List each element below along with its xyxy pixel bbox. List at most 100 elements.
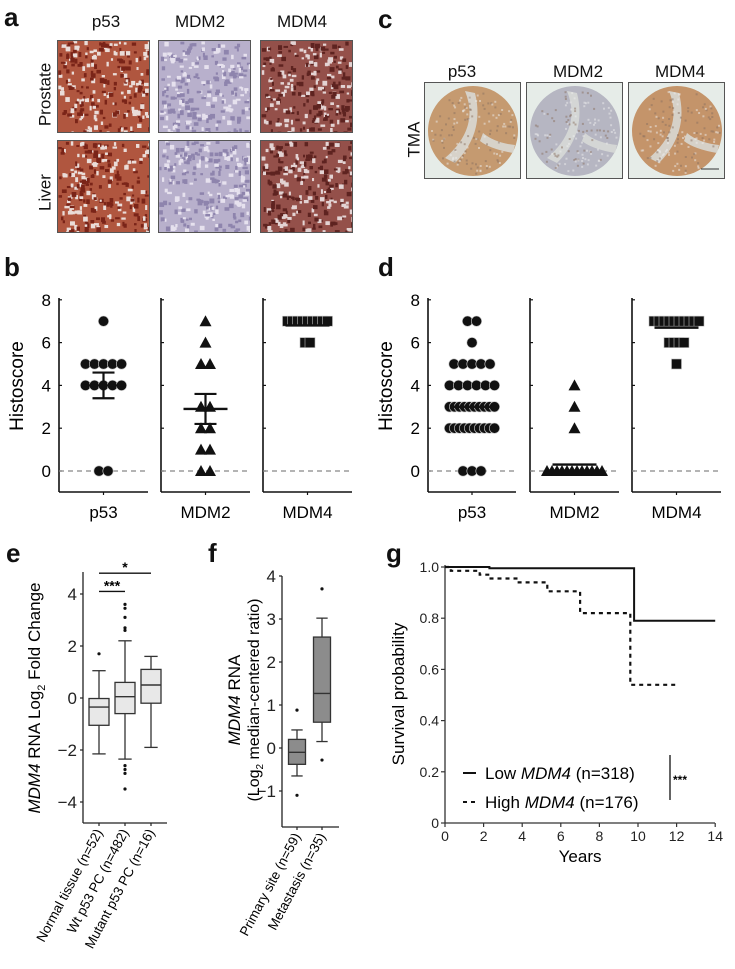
outlier-point [320,758,324,762]
chart-panel-g: 0 0.2 0.4 0.6 0.8 1.0 0 2 4 6 8 10 12 14 Years Survival… [389,559,723,866]
y-tick-label: 4 [68,585,77,604]
y-axis-label: Survival probability [389,622,408,765]
legend-label: Low MDM4 (n=318) [485,764,635,783]
data-point-circle [116,358,128,370]
x-tick-label: 10 [630,828,646,844]
y-tick-label: −1 [257,782,276,801]
outlier-point [123,787,127,791]
data-point-circle [98,315,110,327]
data-point-square [671,358,682,370]
panel-c-col-mdm4: MDM4 [654,62,706,81]
x-category-label: MDM4 [651,503,701,522]
outlier-point [320,587,324,591]
significance-label: *** [673,773,687,787]
y-tick-label: 0 [68,689,77,708]
y-tick-label: 0 [431,815,439,831]
data-point-triangle [568,400,581,412]
y-tick-label: 2 [267,653,276,672]
x-category-label: p53 [89,503,117,522]
data-point-triangle [195,443,207,455]
data-point-triangle [195,465,207,476]
box [88,697,110,726]
x-tick-label: 2 [480,828,488,844]
y-tick-label: 2 [68,637,77,656]
panel-letter-g: g [386,538,402,568]
y-tick-label: 0 [411,462,420,481]
significance-label: *** [104,577,121,593]
outlier-point [97,652,101,656]
y-tick-label: 8 [411,291,420,310]
ihc-image-liver-mdm4 [260,140,353,233]
x-tick-label: 0 [441,828,449,844]
panel-letter-a: a [4,2,19,32]
tma-core-image-p53 [424,82,521,179]
y-axis-label: MDM4 RNA Log2 Fold Change [25,582,48,813]
data-point-triangle [568,379,581,391]
x-tick-label: 8 [596,828,604,844]
box [114,681,136,715]
outlier-point [295,793,299,797]
y-tick-label: 6 [42,334,51,353]
data-point-triangle [568,422,581,434]
y-tick-label: 4 [42,376,51,395]
y-tick-label: 6 [411,334,420,353]
x-tick-label: 4 [518,828,526,844]
box [312,636,332,723]
box [140,668,162,704]
panel-letter-f: f [208,538,217,568]
data-point-square [693,315,705,327]
y-axis-label: Histoscore [376,341,397,431]
y-tick-label: 0 [267,739,276,758]
outlier-point [123,615,127,620]
y-axis-label-line2: (Log2 median-centered ratio) [246,598,266,801]
y-tick-label: −4 [58,793,77,812]
panel-a-col-p53: p53 [91,12,121,31]
panel-c-col-mdm2: MDM2 [552,62,604,81]
y-tick-label: 0.2 [420,764,440,780]
outlier-point [123,771,127,776]
chart-panel-d: Histoscore 0 2 4 6 8 p53 MDM2 MDM4 [376,291,721,522]
y-axis-label-line1: MDM4 RNA [225,654,244,745]
data-point-circle [470,315,482,327]
data-point-triangle [199,336,212,348]
subplot-mdm2: MDM2 [160,298,250,522]
outlier-point [123,606,127,610]
panel-f-y-axis-label: MDM4 RNA(Log2 median-centered ratio) [225,598,266,801]
panel-letter-d: d [378,252,394,282]
data-point-circle [475,465,487,477]
panel-a-col-mdm2: MDM2 [174,12,226,31]
data-point-triangle [195,358,207,369]
outlier-point [295,708,299,712]
data-point-square [304,337,316,348]
data-point-circle [488,379,500,391]
y-tick-label: −2 [58,741,77,760]
y-tick-label: 2 [411,419,420,438]
ihc-image-liver-mdm2 [158,140,251,233]
data-point-triangle [204,422,216,434]
outlier-point [123,602,127,607]
subplot-p53: p53 [427,298,516,522]
y-tick-label: 4 [411,376,420,395]
x-category-label: MDM4 [282,503,332,522]
data-point-circle [488,422,500,434]
panel-a-col-mdm4: MDM4 [276,12,328,31]
panel-letter-c: c [378,4,393,34]
data-point-triangle [596,465,608,476]
x-tick-label: 12 [669,828,685,844]
y-tick-label: 4 [267,567,276,586]
outlier-point [123,626,127,630]
y-tick-label: 3 [267,610,276,629]
y-tick-label: 1 [267,696,276,715]
panel-c-col-p53: p53 [447,62,477,81]
significance-label: * [122,559,128,575]
y-tick-label: 0.4 [420,713,440,729]
ihc-image-prostate-p53 [57,40,150,133]
x-axis-label: Years [559,847,602,866]
y-tick-label: 2 [42,419,51,438]
tma-core-image-mdm4 [628,82,725,179]
ihc-image-prostate-mdm4 [260,40,353,133]
data-point-circle [466,337,478,349]
subplot-p53: p53 [58,298,148,522]
y-tick-label: 0 [42,462,51,481]
